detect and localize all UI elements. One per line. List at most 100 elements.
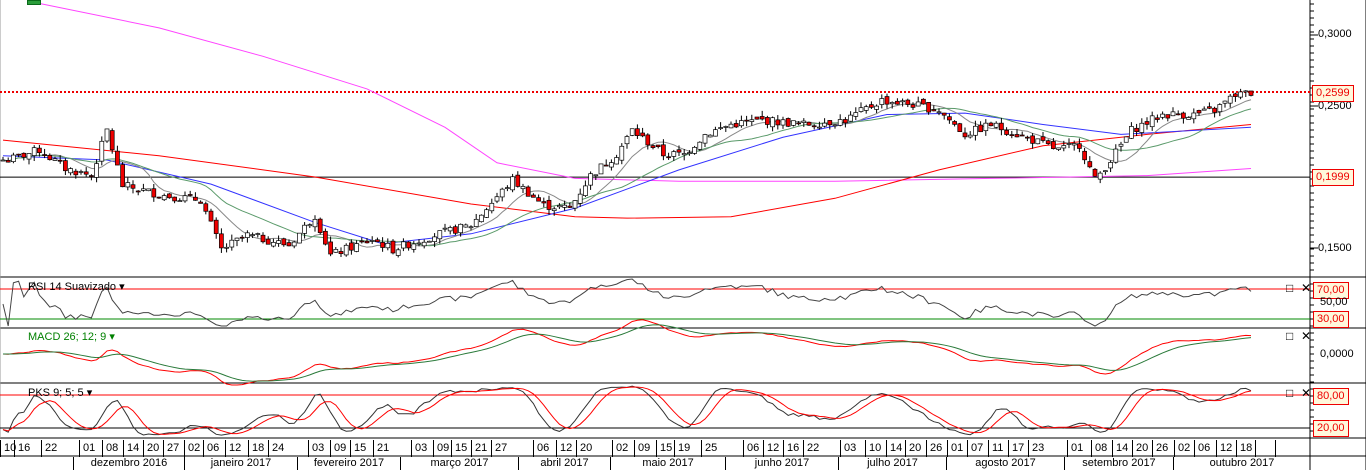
pks-close-icon[interactable]: ✕: [1301, 386, 1312, 400]
candle: [666, 156, 671, 159]
date-tick: 02: [1174, 440, 1194, 457]
pks-title[interactable]: PKS 9; 5; 5 ▾: [28, 386, 92, 399]
candle: [510, 176, 515, 191]
candle: [635, 128, 640, 137]
candle: [978, 124, 983, 133]
candle: [57, 159, 63, 162]
candle: [775, 119, 781, 126]
candle: [416, 242, 422, 245]
date-tick: 12: [556, 440, 576, 457]
rsi-close-icon[interactable]: ✕: [1301, 281, 1312, 295]
candle: [151, 188, 157, 198]
candle: [343, 244, 349, 256]
candle: [832, 124, 838, 127]
candle: [141, 188, 146, 191]
month-label: dezembro 2016: [73, 457, 184, 470]
candle: [78, 171, 84, 173]
date-tick: 09: [634, 440, 656, 457]
candle: [307, 224, 313, 227]
candle: [1108, 162, 1113, 169]
date-tick: 20: [1132, 440, 1152, 457]
candle: [697, 141, 703, 150]
candle: [806, 121, 812, 126]
candle: [557, 205, 562, 208]
candle: [723, 126, 729, 128]
macd-maximize-icon[interactable]: □: [1286, 329, 1294, 343]
candle: [1233, 93, 1238, 97]
price-axis-label: 0,1500: [1318, 242, 1352, 254]
pks-maximize-icon[interactable]: □: [1286, 386, 1294, 400]
rsi-maximize-icon[interactable]: □: [1286, 281, 1294, 295]
candle: [973, 125, 978, 136]
candle: [765, 117, 770, 125]
date-tick: 03: [411, 440, 433, 457]
rsi-title[interactable]: RSI 14 Suavizado ▾: [28, 280, 125, 293]
candle: [442, 227, 448, 230]
date-tick: 10: [865, 440, 886, 457]
candle: [921, 98, 926, 105]
candle: [146, 188, 151, 192]
candle: [411, 243, 417, 250]
candle: [281, 238, 287, 246]
date-tick: 02: [184, 440, 203, 457]
candle: [42, 154, 47, 156]
macd-line: [2, 319, 1252, 386]
candle: [406, 241, 411, 249]
candle: [936, 111, 942, 114]
date-tick: 01: [947, 440, 967, 457]
candle: [297, 232, 302, 244]
candle: [177, 200, 183, 202]
candle: [993, 122, 999, 128]
candle: [707, 134, 713, 138]
candle: [203, 203, 209, 212]
month-label: maio 2017: [610, 457, 725, 470]
candle: [219, 233, 224, 249]
date-tick: 17: [1008, 440, 1028, 457]
candle: [525, 186, 531, 197]
candle: [629, 128, 635, 136]
candle: [837, 119, 843, 126]
candle: [453, 226, 458, 234]
candle: [702, 134, 708, 144]
candle: [624, 136, 630, 145]
candle: [161, 195, 167, 201]
date-tick: 27: [163, 440, 184, 457]
date-tick: 14: [1112, 440, 1132, 457]
candle: [858, 107, 864, 112]
macd-title[interactable]: MACD 26; 12; 9 ▾: [28, 330, 115, 343]
candle: [1155, 117, 1160, 120]
candle: [848, 114, 853, 122]
candle: [208, 210, 214, 222]
candle: [109, 130, 115, 151]
candle: [1082, 150, 1087, 161]
candle: [822, 122, 827, 127]
moving-average-line: [34, 1, 1252, 182]
month-label: junho 2017: [725, 457, 838, 470]
candle: [713, 129, 718, 137]
candle: [432, 236, 437, 242]
candle: [843, 119, 848, 124]
candle: [718, 127, 723, 129]
candle: [1170, 111, 1176, 117]
date-tick: 06: [203, 440, 225, 457]
candle: [390, 240, 396, 254]
pks-title-text: PKS 9; 5; 5: [28, 387, 84, 399]
candle: [16, 153, 21, 156]
candle: [1004, 129, 1009, 135]
candle: [437, 230, 443, 240]
candle: [593, 174, 599, 177]
macd-title-text: MACD 26; 12; 9: [28, 331, 107, 343]
candle: [375, 239, 380, 243]
date-tick: 01: [79, 440, 102, 457]
candle: [83, 171, 89, 175]
candle: [983, 122, 989, 132]
candle: [577, 193, 583, 204]
candle: [728, 123, 734, 129]
rsi-mid-label: 50,00: [1320, 296, 1348, 308]
candle: [1103, 170, 1108, 173]
macd-close-icon[interactable]: ✕: [1301, 329, 1312, 343]
rsi-level-70-tag: 70,00: [1313, 282, 1349, 299]
candle: [271, 242, 276, 247]
month-label: setembro 2017: [1064, 457, 1173, 470]
